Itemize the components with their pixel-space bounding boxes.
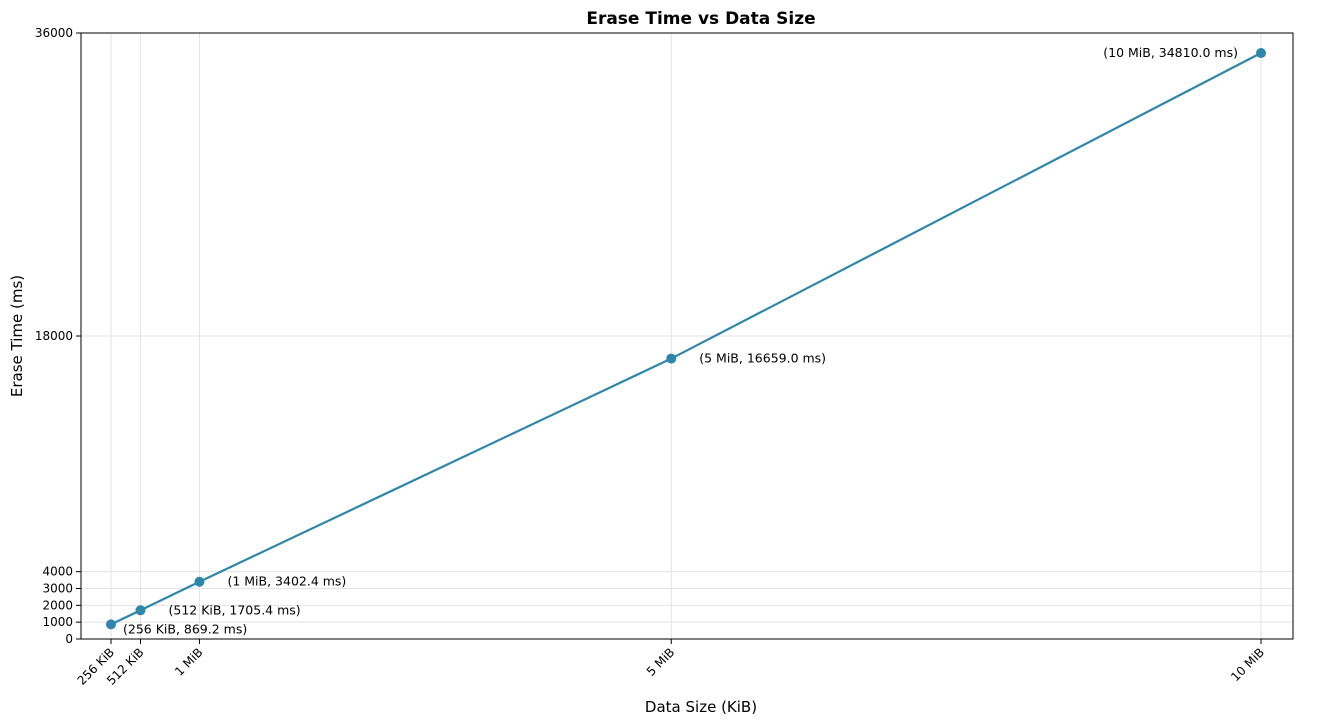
point-layer	[106, 48, 1266, 630]
x-axis-label: Data Size (KiB)	[645, 698, 757, 716]
y-tick-label: 2000	[42, 598, 73, 612]
data-label: (1 MiB, 3402.4 ms)	[227, 574, 346, 589]
y-tick-label: 1000	[42, 615, 73, 629]
label-layer: (256 KiB, 869.2 ms) (512 KiB, 1705.4 ms) (…	[123, 45, 1238, 636]
data-point	[135, 605, 146, 616]
data-label: (256 KiB, 869.2 ms)	[123, 621, 247, 636]
y-tick-label: 0	[65, 632, 73, 646]
x-tick-label: 10 MiB	[1228, 645, 1267, 684]
y-tick-label: 3000	[42, 582, 73, 596]
data-label: (5 MiB, 16659.0 ms)	[699, 351, 826, 366]
y-axis-label: Erase Time (ms)	[8, 275, 26, 397]
data-point	[666, 353, 677, 364]
y-tick-label: 4000	[42, 565, 73, 579]
data-point	[106, 619, 116, 630]
data-label: (512 KiB, 1705.4 ms)	[168, 602, 300, 617]
grid-layer	[81, 32, 1293, 640]
chart-title: Erase Time vs Data Size	[586, 9, 815, 29]
x-tick-label: 1 MiB	[172, 645, 205, 678]
data-point	[194, 576, 205, 587]
data-point	[1256, 48, 1266, 59]
x-tick-label: 5 MiB	[644, 645, 677, 678]
data-label: (10 MiB, 34810.0 ms)	[1103, 45, 1238, 60]
y-tick-label: 18000	[35, 329, 73, 343]
y-tick-label: 36000	[35, 26, 73, 40]
series-line	[110, 52, 1262, 626]
